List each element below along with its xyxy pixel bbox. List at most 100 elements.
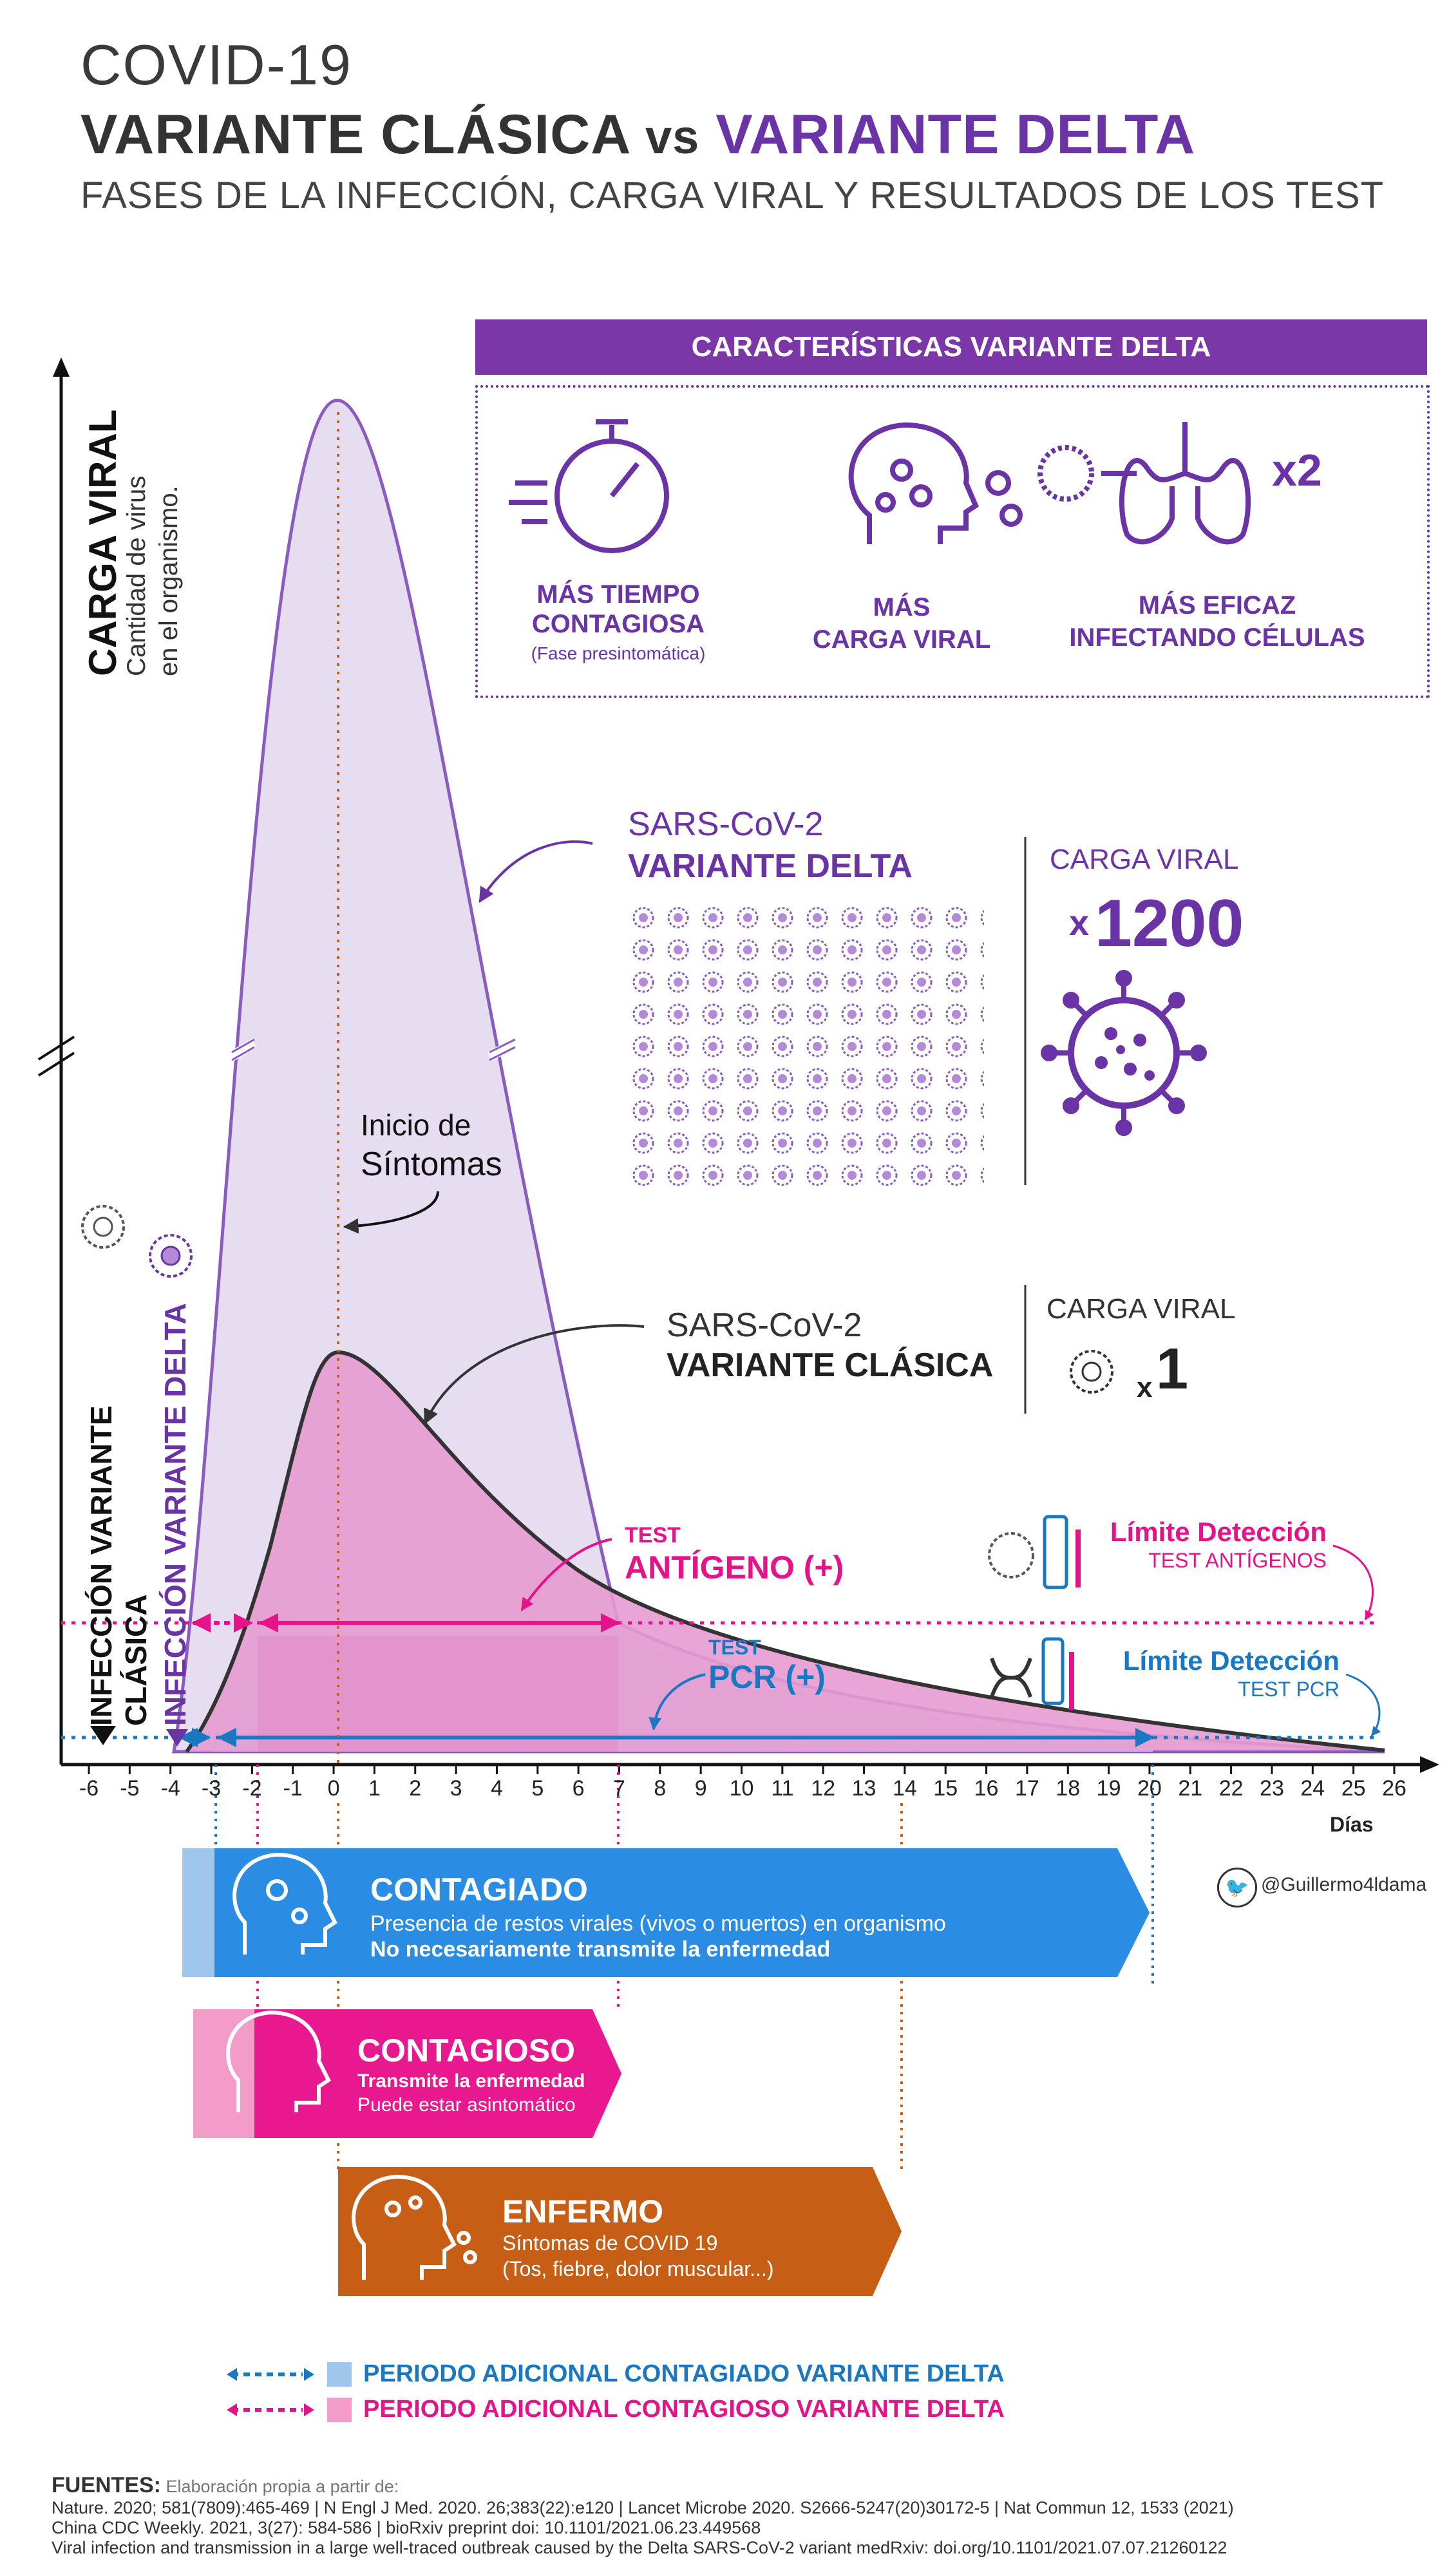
twitter-handle[interactable]: @Guillermo4ldama bbox=[1261, 1874, 1427, 1895]
antigen-test-icon bbox=[988, 1515, 1081, 1589]
feature-3-line-2: INFECTANDO CÉLULAS bbox=[1069, 623, 1365, 652]
y-axis-subtitle-1: Cantidad de virus bbox=[122, 475, 151, 676]
antigen-limit-title: Límite Detección bbox=[1110, 1517, 1327, 1547]
contagiado-sub-1: Presencia de restos virales (vivos o mue… bbox=[370, 1911, 946, 1936]
x-axis-label: Días bbox=[1330, 1813, 1374, 1836]
classic-infection-virus-icon bbox=[81, 1205, 125, 1249]
contagiado-extra-band bbox=[182, 1848, 214, 1977]
contagiado-title: CONTAGIADO bbox=[370, 1871, 588, 1908]
x-tick-label: 17 bbox=[1014, 1776, 1039, 1801]
delta-infection-label: INFECCIÓN VARIANTE DELTA bbox=[158, 1303, 192, 1726]
x-tick-label: 23 bbox=[1260, 1776, 1284, 1801]
pcr-test-icon bbox=[990, 1637, 1074, 1710]
antigen-limit-pointer bbox=[1332, 1544, 1374, 1621]
x-tick-label: 6 bbox=[572, 1776, 585, 1801]
feature-2-line-1: MÁS bbox=[873, 593, 931, 621]
antigen-pointer-arrow bbox=[520, 1538, 612, 1611]
x-tick-label: 18 bbox=[1056, 1776, 1081, 1801]
x-tick-label: -3 bbox=[201, 1776, 222, 1801]
title-vs: vs bbox=[645, 110, 700, 164]
delta-break-left-line2 bbox=[231, 1046, 255, 1061]
title-delta: VARIANTE DELTA bbox=[715, 104, 1196, 166]
head-virus-icon bbox=[848, 422, 1023, 544]
feature-1-line-1: MÁS TIEMPO bbox=[536, 580, 700, 609]
header-title: VARIANTE CLÁSICA vs VARIANTE DELTA bbox=[80, 103, 1195, 167]
feature-2-line-2: CARGA VIRAL bbox=[812, 625, 991, 654]
stopwatch-icon bbox=[509, 419, 669, 553]
classic-factor: 1 bbox=[1156, 1337, 1189, 1401]
sources-label: FUENTES: bbox=[52, 2473, 161, 2497]
classic-infection-marker bbox=[90, 1726, 116, 1745]
x-tick-label: 25 bbox=[1341, 1776, 1366, 1801]
feature-3-line-1: MÁS EFICAZ bbox=[1138, 591, 1296, 620]
delta-factor: 1200 bbox=[1095, 886, 1244, 961]
enfermo-sub-1: Síntomas de COVID 19 bbox=[502, 2231, 718, 2255]
x-tick-label: -4 bbox=[160, 1776, 180, 1801]
symptoms-line-2: Síntomas bbox=[361, 1146, 502, 1183]
x-tick-label: 15 bbox=[933, 1776, 958, 1801]
contagiado-sub-2: No necesariamente transmite la enfermeda… bbox=[370, 1937, 831, 1962]
contagioso-band bbox=[254, 2009, 621, 2138]
delta-infection-marker bbox=[166, 1729, 188, 1747]
lungs-icon bbox=[1037, 422, 1251, 545]
x-tick-label: 8 bbox=[654, 1776, 667, 1801]
legend-blue: PERIODO ADICIONAL CONTAGIADO VARIANTE DE… bbox=[225, 2360, 1005, 2388]
y-axis-arrow bbox=[53, 357, 70, 377]
antigen-limit-sub: TEST ANTÍGENOS bbox=[1148, 1549, 1327, 1572]
pcr-test-main: PCR (+) bbox=[708, 1659, 826, 1695]
x-axis-arrow bbox=[1420, 1756, 1439, 1773]
x-tick-label: 0 bbox=[327, 1776, 340, 1801]
sources-intro: Elaboración propia a partir de: bbox=[166, 2477, 399, 2496]
contagioso-extra-band bbox=[193, 2009, 254, 2138]
header-line-1: COVID-19 bbox=[80, 33, 352, 97]
x-tick-label: 21 bbox=[1178, 1776, 1203, 1801]
enfermo-band bbox=[338, 2167, 902, 2296]
delta-break-right bbox=[487, 1038, 518, 1061]
feature-1-note: (Fase presintomática) bbox=[531, 643, 706, 663]
legend-blue-text: PERIODO ADICIONAL CONTAGIADO VARIANTE DE… bbox=[363, 2360, 1005, 2387]
x-tick-label: -1 bbox=[283, 1776, 303, 1801]
y-axis-break-1 bbox=[37, 1036, 75, 1061]
twitter-icon: 🐦 bbox=[1217, 1868, 1257, 1908]
x-tick-label: 11 bbox=[771, 1776, 794, 1801]
contagiado-head-icon bbox=[232, 1852, 337, 1955]
delta-virus-field bbox=[623, 898, 984, 1195]
x-tick-label: 2 bbox=[409, 1776, 422, 1801]
legend-pink: PERIODO ADICIONAL CONTAGIOSO VARIANTE DE… bbox=[225, 2396, 1005, 2423]
y-axis-break-2 bbox=[37, 1052, 75, 1077]
sources-line-3: Viral infection and transmission in a la… bbox=[52, 2538, 1227, 2557]
enfermo-sub-2: (Tos, fiebre, dolor muscular...) bbox=[502, 2257, 774, 2280]
delta-break-left-line1 bbox=[231, 1038, 255, 1054]
classic-carga-label: CARGA VIRAL bbox=[1046, 1293, 1236, 1325]
enfermo-head-icon bbox=[352, 2174, 477, 2280]
big-virus-icon bbox=[1041, 970, 1207, 1136]
x-tick-label: 4 bbox=[490, 1776, 503, 1801]
sources-line-1: Nature. 2020; 581(7809):465-469 | N Engl… bbox=[52, 2498, 1234, 2517]
legend-pink-arrow-icon bbox=[227, 2403, 314, 2416]
delta-pointer-arrow bbox=[478, 840, 593, 904]
classic-virus-icon bbox=[1070, 1350, 1113, 1394]
pcr-pointer-arrow bbox=[649, 1673, 706, 1730]
symptoms-pointer-arrow bbox=[343, 1191, 439, 1234]
contagioso-sub-1: Transmite la enfermedad bbox=[357, 2070, 585, 2092]
x-tick-label: 14 bbox=[892, 1776, 917, 1801]
features-banner: CARACTERÍSTICAS VARIANTE DELTA bbox=[475, 319, 1427, 375]
delta-break-right-line1 bbox=[489, 1038, 516, 1054]
x-tick-label: 16 bbox=[974, 1776, 999, 1801]
pcr-limit-sub: TEST PCR bbox=[1238, 1678, 1340, 1701]
x-tick-label: -2 bbox=[242, 1776, 262, 1801]
delta-label-line-2: VARIANTE DELTA bbox=[628, 848, 913, 885]
x-tick-label: 9 bbox=[694, 1776, 707, 1801]
x-tick-label: 3 bbox=[450, 1776, 462, 1801]
x-tick-label: 10 bbox=[729, 1776, 754, 1801]
antigen-positive-area bbox=[258, 1636, 618, 1752]
pcr-test-top: TEST bbox=[708, 1636, 761, 1659]
x-tick-label: 5 bbox=[531, 1776, 544, 1801]
contagioso-title: CONTAGIOSO bbox=[357, 2032, 575, 2069]
y-axis-subtitle-2: en el organismo. bbox=[155, 486, 183, 676]
delta-label-line-1: SARS-CoV-2 bbox=[628, 806, 824, 843]
sources: FUENTES: Elaboración propia a partir de:… bbox=[52, 2473, 1430, 2558]
features-box bbox=[475, 385, 1430, 698]
antigen-test-main: ANTÍGENO (+) bbox=[625, 1549, 844, 1586]
